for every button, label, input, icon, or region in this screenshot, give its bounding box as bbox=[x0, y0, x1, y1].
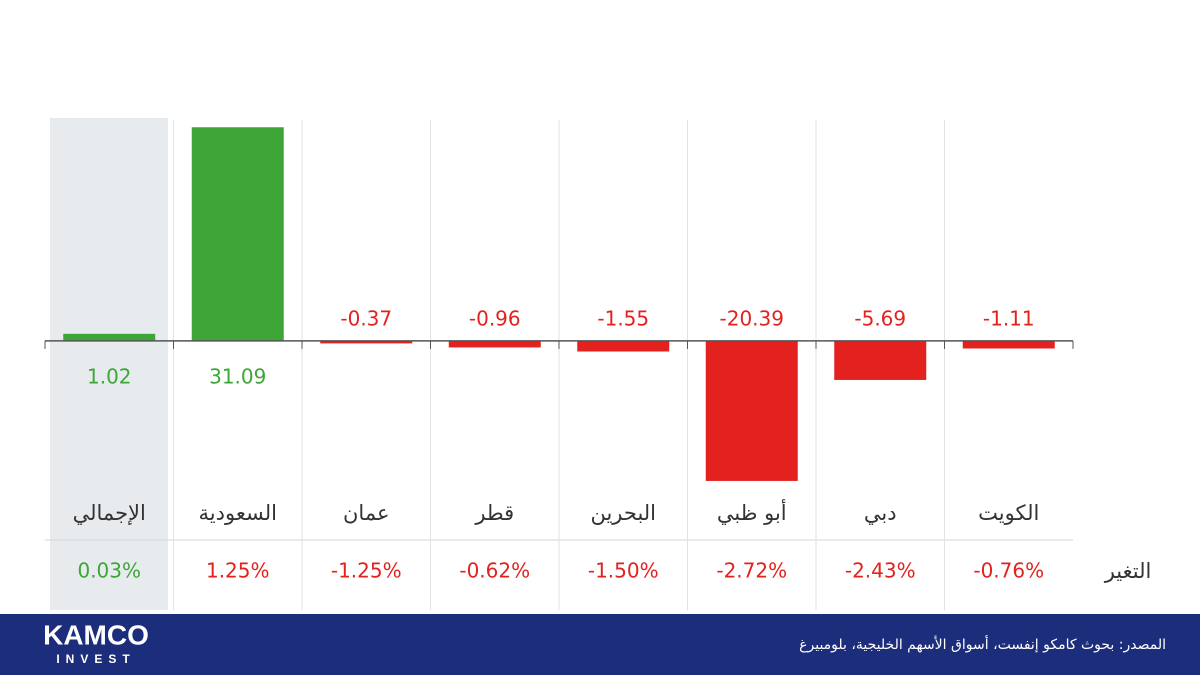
change-label: 0.03% bbox=[77, 559, 141, 583]
change-label: 1.25% bbox=[206, 559, 270, 583]
category-label: البحرين bbox=[590, 501, 656, 525]
category-label: عمان bbox=[343, 501, 390, 525]
change-label: -1.50% bbox=[588, 559, 659, 583]
category-label: الكويت bbox=[978, 501, 1039, 525]
bar bbox=[705, 340, 798, 481]
bar bbox=[962, 340, 1055, 349]
footer-band bbox=[0, 614, 1200, 675]
value-label: -1.55 bbox=[597, 306, 649, 330]
value-label: 1.02 bbox=[87, 364, 132, 388]
category-label: الإجمالي bbox=[73, 501, 146, 525]
logo-name: KAMCO bbox=[43, 619, 149, 650]
category-label: دبي bbox=[864, 501, 897, 525]
bar bbox=[63, 333, 156, 341]
source-note: المصدر: بحوث كامكو إنفست، أسواق الأسهم ا… bbox=[799, 635, 1166, 653]
change-label: -2.72% bbox=[716, 559, 787, 583]
category-label: السعودية bbox=[199, 501, 277, 525]
change-label: -0.62% bbox=[459, 559, 530, 583]
change-label: -0.76% bbox=[973, 559, 1044, 583]
bar bbox=[191, 127, 284, 341]
bar bbox=[834, 340, 927, 380]
category-label: قطر bbox=[474, 501, 514, 525]
change-row-label: التغير bbox=[1104, 559, 1152, 583]
bar bbox=[577, 340, 670, 352]
category-label: أبو ظبي bbox=[717, 499, 787, 525]
value-label: -1.11 bbox=[983, 306, 1035, 330]
bar bbox=[448, 340, 541, 348]
value-label: -0.37 bbox=[340, 306, 392, 330]
value-label: -0.96 bbox=[469, 306, 521, 330]
value-label: -20.39 bbox=[720, 306, 784, 330]
value-label: 31.09 bbox=[209, 364, 266, 388]
value-label: -5.69 bbox=[854, 306, 906, 330]
highlight-column bbox=[50, 118, 168, 610]
change-label: -2.43% bbox=[845, 559, 916, 583]
change-label: -1.25% bbox=[331, 559, 402, 583]
bar bbox=[320, 340, 413, 344]
logo-subtitle: INVEST bbox=[56, 652, 135, 666]
